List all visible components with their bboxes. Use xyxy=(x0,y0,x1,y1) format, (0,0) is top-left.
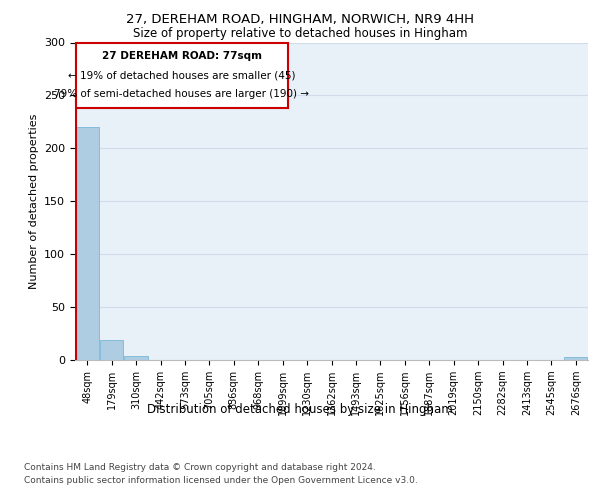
Bar xyxy=(100,340,123,360)
Text: ← 19% of detached houses are smaller (45): ← 19% of detached houses are smaller (45… xyxy=(68,70,296,80)
FancyBboxPatch shape xyxy=(76,42,288,108)
Text: Distribution of detached houses by size in Hingham: Distribution of detached houses by size … xyxy=(147,402,453,415)
Text: Size of property relative to detached houses in Hingham: Size of property relative to detached ho… xyxy=(133,28,467,40)
Text: 79% of semi-detached houses are larger (190) →: 79% of semi-detached houses are larger (… xyxy=(55,89,310,99)
Y-axis label: Number of detached properties: Number of detached properties xyxy=(29,114,38,289)
Text: 27 DEREHAM ROAD: 77sqm: 27 DEREHAM ROAD: 77sqm xyxy=(102,51,262,61)
Text: 27, DEREHAM ROAD, HINGHAM, NORWICH, NR9 4HH: 27, DEREHAM ROAD, HINGHAM, NORWICH, NR9 … xyxy=(126,12,474,26)
Bar xyxy=(124,356,148,360)
Text: Contains HM Land Registry data © Crown copyright and database right 2024.: Contains HM Land Registry data © Crown c… xyxy=(24,462,376,471)
Bar xyxy=(76,127,99,360)
Bar xyxy=(564,357,587,360)
Text: Contains public sector information licensed under the Open Government Licence v3: Contains public sector information licen… xyxy=(24,476,418,485)
